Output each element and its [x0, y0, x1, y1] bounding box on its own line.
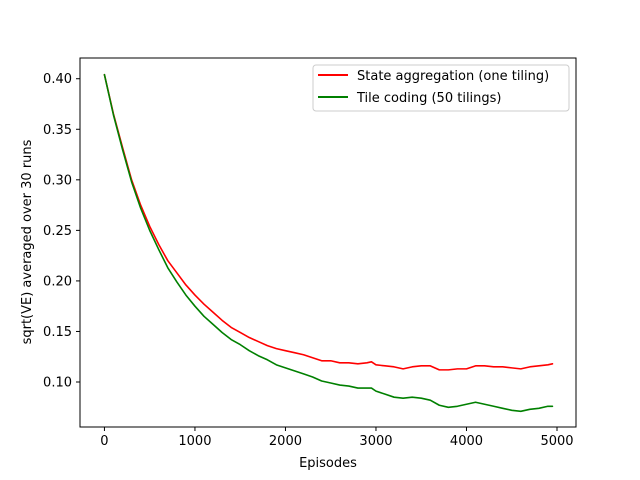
- y-axis-label: sqrt(VE) averaged over 30 runs: [20, 139, 35, 344]
- x-tick-label: 5000: [540, 434, 573, 449]
- y-tick-label: 0.30: [43, 173, 72, 188]
- y-tick-label: 0.40: [43, 72, 72, 87]
- x-tick-label: 0: [100, 434, 108, 449]
- series-line-0: [103, 73, 554, 371]
- y-tick-label: 0.15: [43, 325, 72, 340]
- legend-label-tile-coding: Tile coding (50 tilings): [356, 91, 502, 106]
- y-tick-label: 0.35: [43, 123, 72, 138]
- x-axis-label: Episodes: [299, 456, 357, 471]
- plot-frame: [79, 57, 577, 428]
- series-line-1: [103, 73, 554, 413]
- axes-layer: 0 1000 2000 3000 4000 5000 0.10 0.15 0.20 0.25 0.3…: [43, 72, 573, 449]
- y-tick-label: 0.20: [43, 274, 72, 289]
- x-tick-label: 2000: [269, 434, 302, 449]
- legend-label-state-aggregation: State aggregation (one tiling): [357, 69, 549, 84]
- x-tick-label: 3000: [359, 434, 392, 449]
- series-layer: [103, 73, 554, 413]
- x-tick-label: 4000: [450, 434, 483, 449]
- y-tick-label: 0.25: [43, 224, 72, 239]
- legend: State aggregation (one tiling) Tile codi…: [312, 64, 570, 112]
- legend-box: [312, 64, 570, 112]
- x-tick-label: 1000: [178, 434, 211, 449]
- y-tick-label: 0.10: [43, 376, 72, 391]
